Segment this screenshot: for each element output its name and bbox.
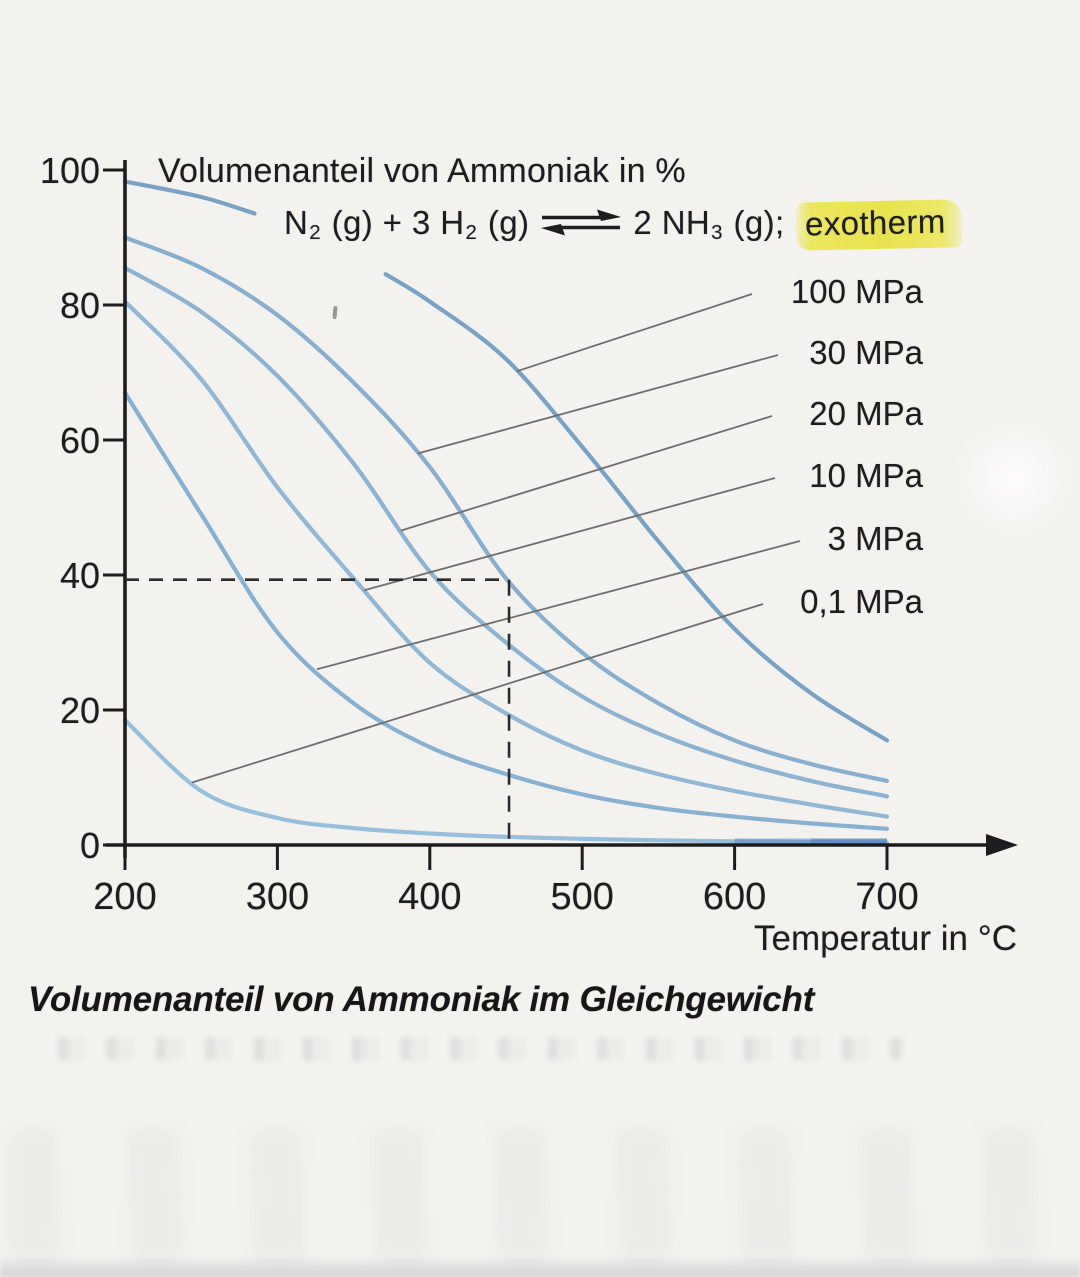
curve-0-1-mpa	[122, 718, 890, 845]
y-tick-label-0: 0	[79, 825, 100, 866]
y-tick-label-40: 40	[59, 555, 100, 596]
legend-leader-line-3-mpa	[316, 540, 801, 671]
equation-text: (g);	[723, 204, 795, 241]
equation-text: 2 NH	[633, 204, 711, 241]
legend-leader-line-30-mpa	[417, 354, 779, 455]
y-tick-label-20: 20	[59, 690, 100, 731]
legend-leader-line-20-mpa	[400, 415, 773, 532]
x-axis-label: Temperatur in °C	[754, 919, 1017, 958]
equilibrium-arrow-icon	[539, 207, 623, 245]
legend-leader-line-10-mpa	[364, 477, 776, 592]
equation-text: N	[284, 204, 309, 241]
curve-3-mpa	[122, 390, 890, 831]
legend-label-20-mpa: 20 MPa	[809, 395, 923, 432]
legend-label-0-1-mpa: 0,1 MPa	[800, 583, 923, 620]
legend-label-30-mpa: 30 MPa	[809, 334, 923, 371]
y-tick-label-80: 80	[59, 285, 100, 326]
legend-leader-line-100-mpa	[516, 293, 753, 373]
x-tick-label-600: 600	[702, 876, 767, 918]
reaction-equation: N2 (g) + 3 H2 (g) 2 NH3 (g); exotherm	[284, 199, 963, 251]
curve-100-mpa	[383, 272, 890, 743]
equation-text: (g)	[478, 204, 530, 241]
figure-caption: Volumenanteil von Ammoniak im Gleichgewi…	[28, 980, 815, 1019]
curve-30-mpa	[122, 235, 890, 783]
curve-20-mpa	[122, 265, 890, 799]
equation-subscript: 2	[465, 220, 478, 244]
x-tick-label-400: 400	[398, 876, 462, 918]
legend-label-10-mpa: 10 MPa	[809, 457, 923, 494]
x-axis-arrow-icon	[986, 834, 1018, 856]
legend-label-100-mpa: 100 MPa	[790, 273, 923, 310]
x-tick-label-700: 700	[855, 876, 919, 918]
x-tick-label-200: 200	[93, 876, 157, 918]
y-tick-label-60: 60	[59, 420, 100, 461]
equation-subscript: 2	[309, 220, 322, 244]
x-tick-label-500: 500	[550, 876, 614, 918]
y-tick-label-100: 100	[39, 150, 100, 191]
equation-text: (g) + 3 H	[322, 204, 465, 241]
equation-subscript: 3	[711, 220, 723, 244]
chart-title: Volumenanteil von Ammoniak in %	[158, 152, 686, 190]
x-tick-label-300: 300	[245, 876, 310, 918]
curve-100-mpa	[122, 179, 257, 216]
exotherm-highlight: exotherm	[795, 199, 963, 251]
legend-label-3-mpa: 3 MPa	[827, 520, 923, 557]
curve-10-mpa	[122, 299, 890, 819]
legend-leader-line-0-1-mpa	[191, 603, 764, 784]
